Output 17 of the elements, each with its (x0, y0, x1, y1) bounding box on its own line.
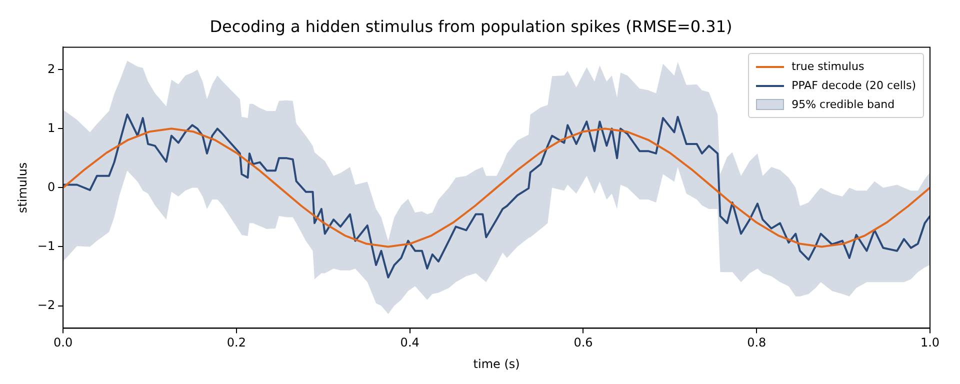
x-axis-title: time (s) (473, 356, 520, 371)
x-tick-label: 0.0 (54, 336, 73, 350)
legend-label: PPAF decode (20 cells) (792, 78, 916, 94)
x-tick-label: 0.4 (400, 336, 420, 350)
chart-title: Decoding a hidden stimulus from population spikes (RMSE=0.31) (210, 16, 732, 36)
y-axis-title: stimulus (15, 162, 30, 214)
x-tick-label: 0.2 (226, 336, 246, 350)
y-tick-label: 1 (47, 120, 56, 135)
y-tick-label: −2 (37, 298, 56, 312)
y-tick-label: −1 (37, 238, 56, 253)
x-tick-label: 0.6 (574, 336, 593, 350)
y-tick-label: 2 (47, 62, 56, 76)
y-tick-label: 0 (47, 180, 56, 194)
x-tick-label: 0.8 (747, 336, 766, 350)
legend-label: true stimulus (792, 59, 864, 76)
x-tick-label: 1.0 (920, 336, 940, 350)
annotation: 95% credible band (792, 97, 895, 114)
